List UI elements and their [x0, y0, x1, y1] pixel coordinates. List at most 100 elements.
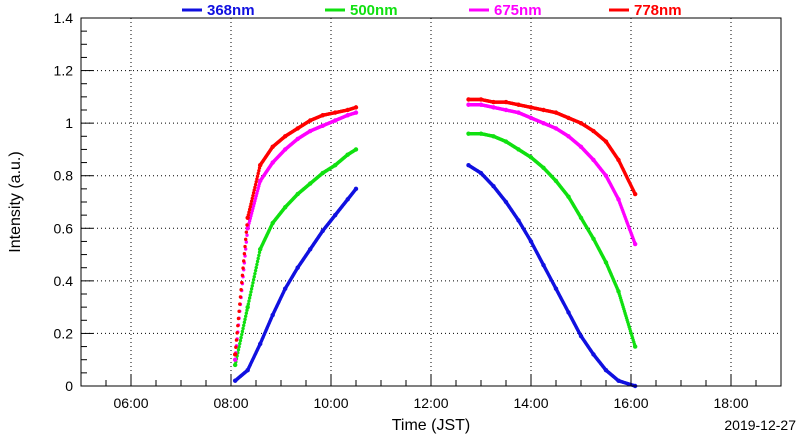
- data-point: [541, 262, 546, 268]
- series-trace-dot: [238, 302, 242, 306]
- data-point: [616, 197, 621, 202]
- data-point: [591, 128, 596, 134]
- axes: 0 0.2 0.4 0.6 0.8 1 1.2 1.4 06:00 08:00 10:00 12:00…: [54, 10, 782, 411]
- data-point: [516, 218, 521, 223]
- data-point: [491, 99, 496, 105]
- series-trace-dot: [244, 240, 249, 244]
- data-point: [257, 247, 263, 252]
- data-point: [282, 147, 288, 152]
- series-trace-dot: [253, 182, 258, 187]
- series-trace-dot: [245, 223, 249, 227]
- data-point: [541, 165, 546, 171]
- series-trace-dot: [234, 345, 238, 349]
- data-point: [257, 178, 263, 184]
- series-trace-dot: [253, 185, 257, 190]
- data-point: [353, 186, 359, 192]
- data-point: [307, 128, 313, 134]
- data-point: [491, 134, 496, 139]
- series-trace-dot: [248, 205, 252, 209]
- data-point: [503, 199, 509, 205]
- data-point: [528, 105, 534, 110]
- series-trace-dot: [239, 288, 243, 292]
- x-tick-label: 18:00: [713, 395, 748, 411]
- series-trace-dot: [249, 199, 254, 203]
- data-point: [345, 197, 350, 202]
- series-trace-dot: [244, 311, 249, 315]
- data-point: [478, 131, 484, 136]
- data-point: [616, 378, 621, 383]
- y-tick-label: 0.2: [54, 325, 74, 341]
- series-trace-dot: [240, 273, 245, 278]
- data-point: [578, 120, 584, 126]
- data-point: [503, 107, 509, 113]
- data-point: [353, 110, 359, 115]
- series-trace-dot: [249, 287, 254, 291]
- data-point: [478, 97, 484, 102]
- series-trace-dot: [243, 314, 248, 318]
- data-point: [345, 152, 350, 157]
- y-tick-label: 0: [65, 378, 73, 394]
- series-trace-dot: [240, 332, 244, 337]
- series-trace-dot: [253, 268, 258, 273]
- data-point: [591, 352, 596, 357]
- data-point: [320, 113, 325, 118]
- data-point: [295, 136, 300, 142]
- data-point: [320, 228, 325, 234]
- data-point: [553, 126, 559, 131]
- data-point: [320, 123, 325, 128]
- data-point: [491, 105, 496, 110]
- data-point: [466, 163, 471, 168]
- data-point: [232, 378, 238, 383]
- data-point: [353, 147, 359, 152]
- data-point: [295, 191, 300, 197]
- series-500nm: [232, 131, 638, 368]
- data-point: [466, 131, 471, 136]
- series-trace-dot: [255, 174, 260, 178]
- series-trace-dot: [251, 281, 255, 285]
- legend: 368nm 500nm 675nm 778nm: [182, 2, 682, 19]
- data-point: [566, 310, 571, 315]
- data-point: [320, 170, 325, 176]
- series-trace-dot: [240, 329, 245, 334]
- series-trace-dot: [256, 256, 260, 261]
- series-trace-dot: [257, 253, 261, 258]
- x-tick-label: 10:00: [313, 395, 348, 411]
- data-point: [566, 194, 571, 199]
- series-trace-dot: [242, 323, 246, 328]
- series-trace-dot: [234, 338, 239, 342]
- series-trace-dot: [255, 259, 260, 264]
- series-trace-dot: [242, 259, 246, 263]
- data-point: [282, 205, 288, 210]
- x-tick-label: 08:00: [213, 395, 248, 411]
- series-trace-dot: [241, 266, 245, 270]
- series-trace-dot: [235, 331, 239, 335]
- series-trace-dot: [247, 299, 251, 303]
- series-trace-dot: [257, 169, 261, 173]
- series-trace-dot: [236, 316, 241, 321]
- series-trace-dot: [243, 244, 247, 249]
- data-point: [553, 110, 559, 115]
- data-point: [478, 170, 484, 176]
- series-trace-dot: [238, 295, 243, 299]
- data-point: [270, 312, 275, 318]
- x-tick-label: 12:00: [413, 395, 448, 411]
- series-trace-dot: [237, 309, 241, 313]
- data-point: [332, 118, 338, 123]
- series-trace-dot: [242, 320, 247, 325]
- y-axis-title: Intensity (a.u.): [7, 151, 24, 252]
- series-368nm: [232, 163, 638, 389]
- data-point: [232, 352, 238, 357]
- legend-label: 778nm: [634, 2, 682, 19]
- series-trace-dot: [254, 265, 258, 270]
- series-trace-dot: [247, 210, 251, 214]
- date-label: 2019-12-27: [724, 417, 796, 433]
- data-point: [591, 157, 596, 163]
- data-point: [516, 102, 521, 107]
- series-trace-dot: [236, 323, 240, 328]
- data-point: [245, 226, 250, 231]
- data-point: [528, 115, 534, 121]
- data-point: [245, 304, 250, 310]
- series-778nm: [232, 97, 638, 357]
- series-trace-dot: [254, 180, 258, 184]
- data-point: [632, 241, 638, 247]
